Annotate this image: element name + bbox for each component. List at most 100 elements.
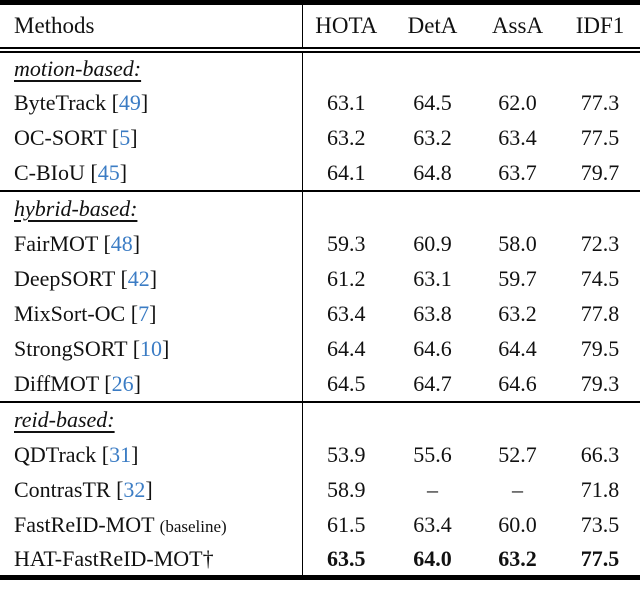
table-row: MixSort-OC [7] 63.4 63.8 63.2 77.8 — [0, 296, 640, 332]
metric-value: 63.1 — [301, 85, 390, 121]
metric-value: 64.7 — [413, 370, 452, 396]
method-name: OC-SORT — [14, 125, 107, 150]
metric-value: 64.5 — [413, 90, 452, 115]
section-label: hybrid-based: — [14, 196, 138, 221]
method-name: DiffMOT — [14, 370, 99, 396]
metric-value: 64.0 — [413, 545, 452, 571]
method-cell: DeepSORT [42] — [0, 262, 302, 297]
citation: [31] — [101, 442, 139, 467]
method-cell: ByteTrack [49] — [0, 86, 302, 121]
section-label-cell: motion-based: — [0, 50, 302, 86]
citation: [45] — [90, 159, 128, 185]
metric-value: 79.5 — [580, 336, 620, 361]
metric-value: 60.0 — [498, 512, 537, 537]
metric-value: 64.6 — [413, 336, 452, 361]
table-row: DiffMOT [26] 64.5 64.7 64.6 79.3 — [0, 366, 640, 402]
citation: [26] — [104, 370, 141, 396]
metric-value: 64.8 — [413, 159, 452, 185]
method-name: StrongSORT — [14, 336, 128, 361]
table-row: DeepSORT [42] 61.2 63.1 59.7 74.5 — [0, 261, 640, 297]
metric-value: – — [427, 477, 438, 502]
method-cell: QDTrack [31] — [0, 438, 302, 473]
metric-value: 63.2 — [301, 120, 390, 156]
metric-value: 64.1 — [301, 155, 390, 191]
citation: [5] — [111, 125, 138, 150]
results-table: Methods HOTA DetA AssA IDF1 motion-based… — [0, 0, 640, 580]
citation-link[interactable]: 48 — [110, 231, 133, 256]
metric-value: 63.4 — [498, 125, 537, 150]
method-name: ContrasTR — [14, 477, 111, 502]
citation-link[interactable]: 10 — [140, 336, 163, 361]
metric-value: 77.3 — [580, 90, 620, 115]
section-label: motion-based: — [14, 56, 142, 81]
method-note: (baseline) — [159, 517, 227, 536]
metric-value: 79.3 — [580, 370, 620, 396]
metric-value: 63.2 — [413, 125, 452, 150]
citation-link[interactable]: 45 — [97, 159, 120, 185]
table-row: QDTrack [31] 53.9 55.6 52.7 66.3 — [0, 437, 640, 473]
table-header: Methods HOTA DetA AssA IDF1 — [0, 2, 640, 53]
method-name: HAT-FastReID-MOT — [14, 545, 203, 571]
metric-value: 59.7 — [498, 266, 537, 291]
metric-value: 63.2 — [498, 301, 537, 326]
metric-value: 74.5 — [580, 266, 620, 291]
section-label-row: hybrid-based: — [0, 190, 640, 227]
citation-link[interactable]: 31 — [109, 442, 132, 467]
metric-value: 60.9 — [413, 231, 452, 256]
table-row: StrongSORT [10] 64.4 64.6 64.4 79.5 — [0, 331, 640, 367]
section-label-spacer — [301, 49, 640, 86]
section-label: reid-based: — [14, 407, 115, 432]
metric-value: 64.4 — [498, 336, 537, 361]
column-header-methods: Methods — [0, 2, 302, 53]
citation-link[interactable]: 26 — [111, 370, 134, 396]
section-hybrid-based: hybrid-based: FairMOT [48] 59.3 60.9 58.0 72.… — [0, 190, 640, 402]
citation-link[interactable]: 32 — [123, 477, 146, 502]
table-row: OC-SORT [5] 63.2 63.2 63.4 77.5 — [0, 120, 640, 156]
section-label-spacer — [301, 190, 640, 227]
metric-value: 58.9 — [301, 472, 390, 508]
citation-link[interactable]: 7 — [138, 301, 150, 326]
section-reid-based: reid-based: QDTrack [31] 53.9 55.6 52.7 66.3 C… — [0, 401, 640, 578]
section-label-cell: reid-based: — [0, 402, 302, 438]
table-row: FairMOT [48] 59.3 60.9 58.0 72.3 — [0, 226, 640, 262]
method-name: ByteTrack — [14, 90, 107, 115]
citation: [32] — [116, 477, 153, 502]
metric-value: 72.3 — [580, 231, 620, 256]
metric-value: 58.0 — [498, 231, 537, 256]
section-label-row: motion-based: — [0, 49, 640, 86]
metric-value: 53.9 — [301, 437, 390, 473]
metric-value: 62.0 — [498, 90, 537, 115]
table-row: ContrasTR [32] 58.9– –71.8 — [0, 472, 640, 508]
column-header-assa: AssA — [475, 2, 560, 53]
table-row: C-BIoU [45] 64.1 64.8 63.7 79.7 — [0, 155, 640, 191]
metric-value: 63.1 — [413, 266, 452, 291]
metric-value: 59.3 — [301, 226, 390, 262]
metric-value: 63.7 — [498, 159, 537, 185]
metric-value: 73.5 — [580, 512, 620, 537]
column-header-deta: DetA — [390, 2, 475, 53]
citation: [7] — [130, 301, 157, 326]
citation-link[interactable]: 42 — [127, 266, 150, 291]
metric-value: 61.2 — [301, 261, 390, 297]
method-name: DeepSORT — [14, 266, 115, 291]
method-cell: StrongSORT [10] — [0, 332, 302, 367]
method-name: MixSort-OC — [14, 301, 126, 326]
citation-link[interactable]: 49 — [118, 90, 141, 115]
metric-value: 63.8 — [413, 301, 452, 326]
section-label-row: reid-based: — [0, 401, 640, 438]
citation-link[interactable]: 5 — [119, 125, 131, 150]
method-cell: FairMOT [48] — [0, 227, 302, 262]
table-row: HAT-FastReID-MOT† 63.5 64.0 63.2 77.5 — [0, 542, 640, 578]
metric-value: 61.5 — [301, 507, 390, 543]
method-cell: DiffMOT [26] — [0, 367, 302, 402]
metric-value: 79.7 — [580, 159, 620, 185]
method-cell: FastReID-MOT (baseline) — [0, 508, 302, 543]
metric-value: 63.2 — [498, 545, 537, 571]
table-row: ByteTrack [49] 63.1 64.5 62.0 77.3 — [0, 85, 640, 121]
metric-value: 63.5 — [301, 542, 390, 578]
section-label-spacer — [301, 401, 640, 438]
metric-value: 66.3 — [580, 442, 620, 467]
metric-value: 64.4 — [301, 331, 390, 367]
citation: [10] — [132, 336, 170, 361]
